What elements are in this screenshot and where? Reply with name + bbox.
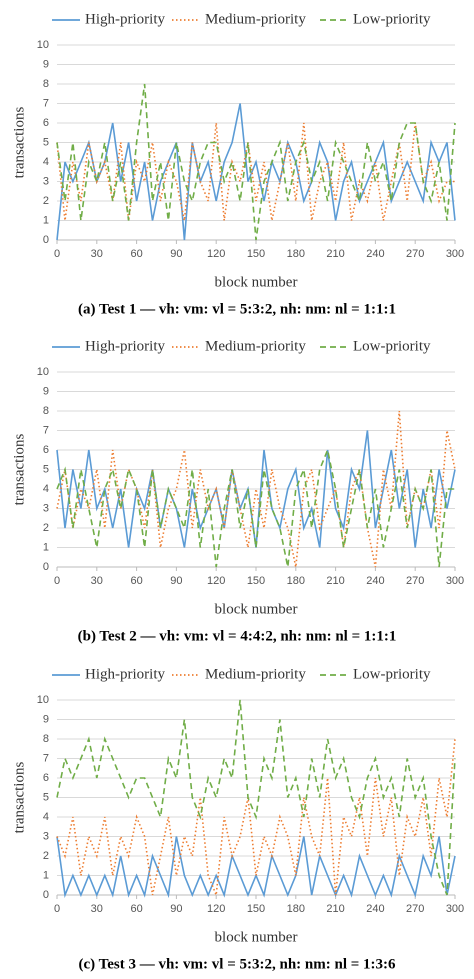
- legend-label: Low-priority: [353, 666, 431, 682]
- y-tick-label: 9: [43, 385, 49, 397]
- x-tick-label: 0: [54, 248, 60, 260]
- series-line: [56, 836, 456, 899]
- y-axis-label: transactions: [11, 107, 27, 179]
- series-line: [56, 103, 456, 241]
- x-tick-label: 90: [170, 575, 182, 587]
- y-tick-label: 9: [43, 713, 49, 725]
- legend-label: High-priority: [85, 666, 165, 682]
- legend-label: Medium-priority: [205, 11, 306, 27]
- y-tick-label: 5: [43, 463, 49, 475]
- x-tick-label: 150: [247, 903, 265, 915]
- legend-label: Medium-priority: [205, 666, 306, 682]
- x-tick-label: 210: [326, 248, 344, 260]
- y-tick-label: 4: [43, 811, 49, 823]
- y-tick-label: 10: [37, 694, 49, 706]
- x-tick-label: 300: [446, 575, 464, 587]
- y-tick-label: 10: [37, 39, 49, 51]
- series-line: [56, 447, 455, 568]
- x-tick-label: 180: [287, 248, 305, 260]
- series-line: [56, 122, 455, 221]
- y-tick-label: 6: [43, 772, 49, 784]
- x-axis-label: block number: [215, 274, 298, 290]
- y-tick-label: 3: [43, 502, 49, 514]
- y-tick-label: 0: [43, 234, 49, 246]
- x-tick-label: 180: [287, 575, 305, 587]
- x-tick-label: 240: [366, 903, 384, 915]
- x-tick-label: 300: [446, 248, 464, 260]
- y-tick-label: 0: [43, 561, 49, 573]
- x-tick-label: 30: [91, 575, 103, 587]
- y-tick-label: 1: [43, 541, 49, 553]
- y-tick-label: 2: [43, 522, 49, 534]
- series-line: [56, 430, 456, 548]
- x-tick-label: 240: [366, 575, 384, 587]
- y-axis-label: transactions: [11, 434, 27, 506]
- y-tick-label: 6: [43, 117, 49, 129]
- x-tick-label: 120: [207, 575, 225, 587]
- y-tick-label: 3: [43, 175, 49, 187]
- y-tick-label: 4: [43, 483, 49, 495]
- x-tick-label: 120: [207, 903, 225, 915]
- x-tick-label: 270: [406, 575, 424, 587]
- y-tick-label: 3: [43, 830, 49, 842]
- legend-label: Medium-priority: [205, 338, 306, 354]
- y-tick-label: 1: [43, 869, 49, 881]
- x-axis-label: block number: [215, 601, 298, 617]
- x-tick-label: 210: [326, 575, 344, 587]
- y-tick-label: 7: [43, 752, 49, 764]
- x-tick-label: 30: [91, 248, 103, 260]
- x-tick-label: 60: [130, 248, 142, 260]
- x-tick-label: 0: [54, 575, 60, 587]
- series-line: [56, 83, 456, 241]
- x-tick-label: 270: [406, 248, 424, 260]
- y-tick-label: 2: [43, 850, 49, 862]
- x-tick-label: 60: [130, 903, 142, 915]
- x-tick-label: 30: [91, 903, 103, 915]
- x-tick-label: 90: [170, 903, 182, 915]
- y-axis-label: transactions: [11, 762, 27, 834]
- legend-label: Low-priority: [353, 338, 431, 354]
- caption: (c) Test 3 — vh: vm: vl = 5:3:2, nh: nm:…: [78, 956, 396, 972]
- y-tick-label: 10: [37, 366, 49, 378]
- y-tick-label: 2: [43, 195, 49, 207]
- x-tick-label: 240: [366, 248, 384, 260]
- caption: (a) Test 1 — vh: vm: vl = 5:3:2, nh: nm:…: [78, 301, 396, 317]
- y-tick-label: 5: [43, 136, 49, 148]
- x-tick-label: 300: [446, 903, 464, 915]
- y-tick-label: 7: [43, 97, 49, 109]
- x-tick-label: 0: [54, 903, 60, 915]
- series-line: [56, 699, 456, 896]
- x-tick-label: 270: [406, 903, 424, 915]
- caption: (b) Test 2 — vh: vm: vl = 4:4:2, nh: nm:…: [78, 628, 397, 644]
- y-tick-label: 7: [43, 424, 49, 436]
- x-tick-label: 60: [130, 575, 142, 587]
- y-tick-label: 8: [43, 733, 49, 745]
- y-tick-label: 8: [43, 78, 49, 90]
- y-tick-label: 9: [43, 58, 49, 70]
- legend-label: High-priority: [85, 338, 165, 354]
- x-tick-label: 120: [207, 248, 225, 260]
- legend-label: High-priority: [85, 11, 165, 27]
- y-tick-label: 4: [43, 156, 49, 168]
- x-tick-label: 180: [287, 903, 305, 915]
- y-tick-label: 8: [43, 405, 49, 417]
- legend-label: Low-priority: [353, 11, 431, 27]
- x-axis-label: block number: [215, 929, 298, 945]
- y-tick-label: 1: [43, 214, 49, 226]
- y-tick-label: 6: [43, 444, 49, 456]
- x-tick-label: 210: [326, 903, 344, 915]
- y-tick-label: 5: [43, 791, 49, 803]
- x-tick-label: 150: [247, 575, 265, 587]
- x-tick-label: 90: [170, 248, 182, 260]
- x-tick-label: 150: [247, 248, 265, 260]
- y-tick-label: 0: [43, 889, 49, 901]
